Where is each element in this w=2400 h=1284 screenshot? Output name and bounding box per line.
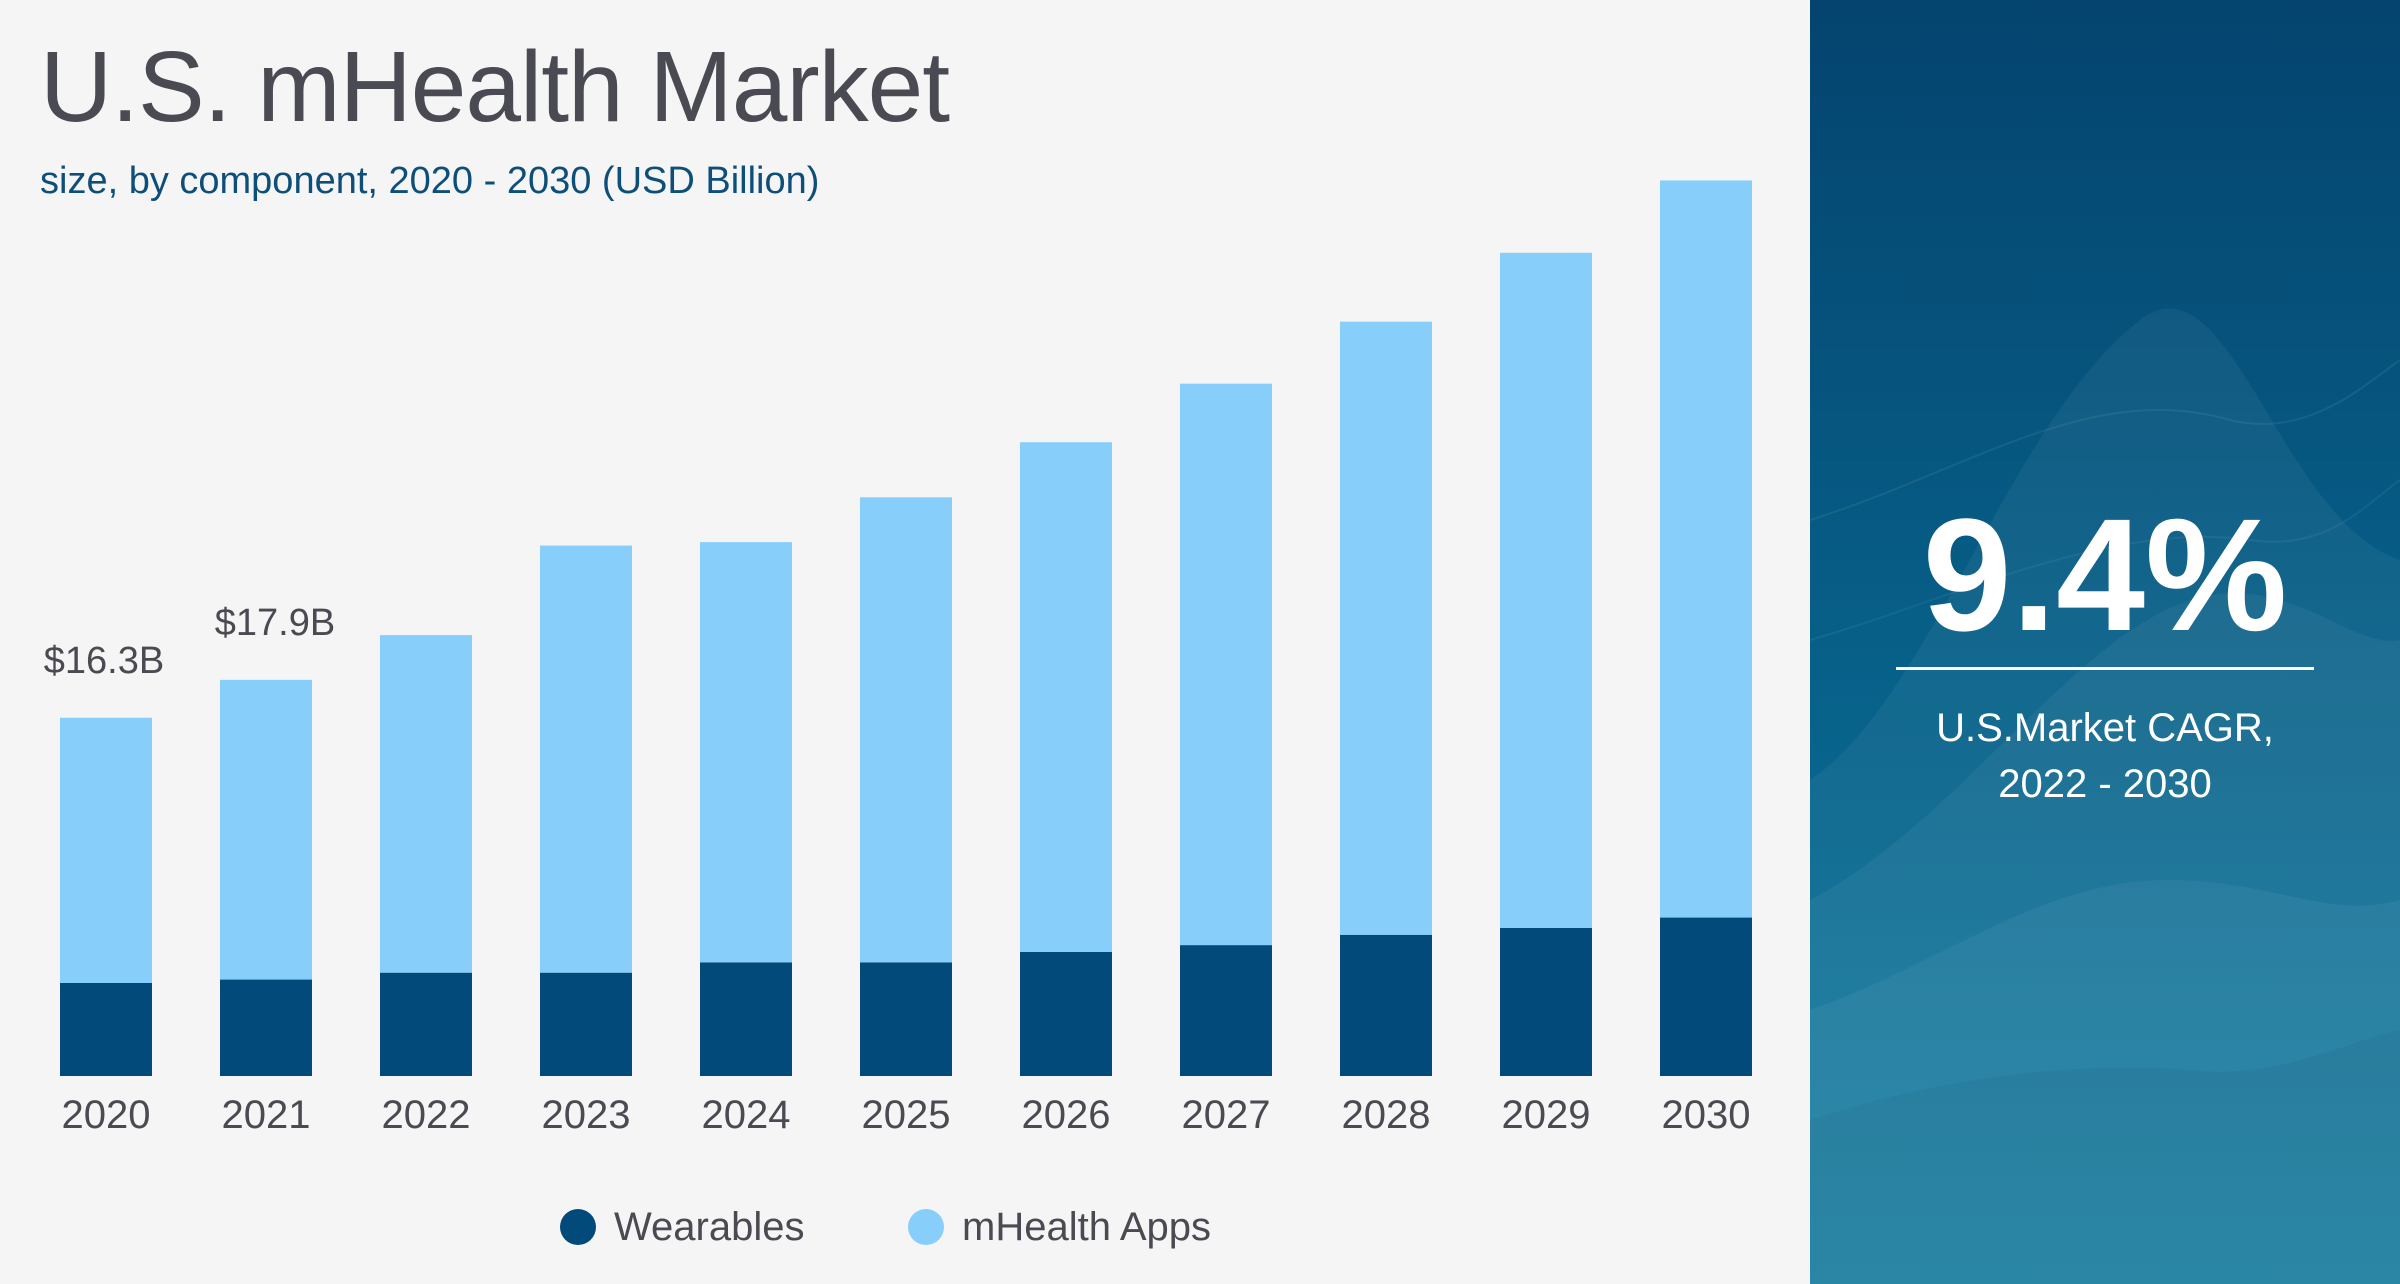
cagr-panel: 9.4% U.S.Market CAGR, 2022 - 2030 — [1810, 0, 2400, 1284]
x-tick-label-2023: 2023 — [542, 1093, 631, 1137]
bar-wearables-2023 — [540, 972, 632, 1076]
cagr-divider — [1896, 667, 2314, 670]
legend-item-mhealth-apps: mHealth Apps — [908, 1202, 1211, 1252]
bar-mhealth-apps-2021 — [220, 679, 312, 980]
bar-wearables-2028 — [1340, 934, 1432, 1076]
chart-title: U.S. mHealth Market — [40, 31, 950, 143]
legend-swatch-wearables — [560, 1209, 596, 1245]
bar-wearables-2022 — [380, 972, 472, 1076]
x-tick-label-2028: 2028 — [1342, 1093, 1431, 1137]
x-tick-label-2026: 2026 — [1022, 1093, 1111, 1137]
legend-label-mhealth-apps: mHealth Apps — [962, 1204, 1212, 1249]
data-label-2021: $17.9B — [215, 602, 335, 644]
x-tick-label-2029: 2029 — [1502, 1093, 1591, 1137]
bar-mhealth-apps-2024 — [700, 542, 792, 963]
bar-mhealth-apps-2025 — [860, 497, 952, 963]
bar-wearables-2020 — [60, 983, 152, 1076]
bar-mhealth-apps-2027 — [1180, 383, 1272, 946]
data-label-2020: $16.3B — [44, 640, 164, 682]
legend-label-wearables: Wearables — [614, 1204, 805, 1249]
x-tick-label-2030: 2030 — [1662, 1093, 1751, 1137]
bar-mhealth-apps-2020 — [60, 717, 152, 983]
bar-mhealth-apps-2030 — [1660, 180, 1752, 918]
chart-subtitle: size, by component, 2020 - 2030 (USD Bil… — [40, 160, 820, 202]
bar-wearables-2024 — [700, 962, 792, 1076]
bar-mhealth-apps-2022 — [380, 635, 472, 973]
cagr-panel-background — [1810, 0, 2400, 1284]
bar-mhealth-apps-2028 — [1340, 321, 1432, 935]
bar-mhealth-apps-2026 — [1020, 442, 1112, 952]
bar-wearables-2025 — [860, 962, 952, 1076]
legend-swatch-mhealth-apps — [908, 1209, 944, 1245]
legend-item-wearables: Wearables — [560, 1202, 804, 1252]
bar-chart: 2020 $16.3B 2021 $17.9B 2022 2023 2024 2025 2026… — [44, 180, 1752, 1137]
bar-mhealth-apps-2029 — [1500, 252, 1592, 928]
bar-wearables-2030 — [1660, 917, 1752, 1076]
bar-wearables-2021 — [220, 979, 312, 1076]
x-tick-label-2024: 2024 — [702, 1093, 791, 1137]
x-tick-label-2027: 2027 — [1182, 1093, 1271, 1137]
bar-wearables-2026 — [1020, 952, 1112, 1076]
x-tick-label-2021: 2021 — [222, 1093, 311, 1137]
chart-panel: U.S. mHealth Market size, by component, … — [40, 31, 1752, 1252]
bar-wearables-2027 — [1180, 945, 1272, 1076]
cagr-label: U.S.Market CAGR, 2022 - 2030 — [1936, 706, 2274, 806]
x-tick-label-2025: 2025 — [862, 1093, 951, 1137]
x-tick-label-2020: 2020 — [62, 1093, 151, 1137]
bar-wearables-2029 — [1500, 927, 1592, 1076]
x-tick-label-2022: 2022 — [382, 1093, 471, 1137]
cagr-value: 9.4% — [1922, 485, 2288, 664]
bar-mhealth-apps-2023 — [540, 545, 632, 973]
